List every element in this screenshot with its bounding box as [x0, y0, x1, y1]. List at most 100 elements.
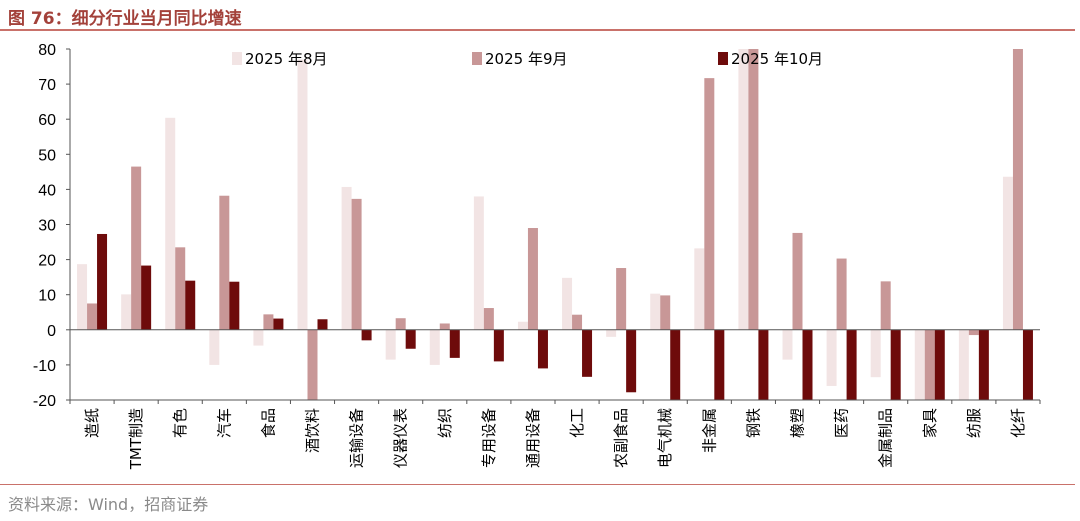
title-rule — [0, 29, 1075, 31]
x-category-label: 通用设备 — [524, 408, 542, 468]
footer-rule — [0, 484, 1075, 485]
bar-3-酒饮料 — [317, 319, 328, 330]
x-category-label: 造纸 — [83, 408, 101, 438]
bar-2-仪器仪表 — [395, 318, 406, 330]
bar-2-钢铁 — [748, 49, 759, 330]
bar-3-食品 — [273, 318, 284, 330]
bar-1-通用设备 — [517, 321, 528, 330]
bar-1-运输设备 — [341, 186, 352, 330]
y-tick-label: 50 — [38, 147, 56, 164]
x-category-label: 纺服 — [965, 408, 983, 438]
bar-1-仪器仪表 — [385, 329, 396, 360]
bar-chart: -20 -10 0 10 20 30 40 50 60 70 80 造纸 TMT制造 有色 汽车 食品 酒饮料… — [33, 42, 1041, 470]
bar-3-造纸 — [97, 233, 108, 330]
bar-2-酒饮料 — [307, 329, 318, 400]
bar-3-有色 — [185, 280, 196, 330]
bar-2-化工 — [572, 314, 583, 330]
source-note: 资料来源：Wind，招商证券 — [8, 495, 209, 514]
bar-1-钢铁 — [738, 49, 749, 330]
x-category-label: 仪器仪表 — [392, 408, 410, 468]
bar-3-化纤 — [1022, 329, 1033, 400]
bar-2-运输设备 — [351, 198, 362, 330]
y-tick-label: 60 — [38, 112, 56, 129]
legend-label: 2025 年9月 — [485, 50, 568, 68]
legend-label: 2025 年10月 — [731, 50, 823, 68]
y-tick-label: 10 — [38, 288, 56, 305]
bar-3-电气机械 — [670, 329, 681, 400]
bar-3-运输设备 — [361, 329, 372, 341]
bar-1-电气机械 — [650, 293, 661, 330]
bar-3-金属制品 — [890, 329, 901, 400]
bar-1-非金属 — [694, 248, 705, 330]
bar-1-农副食品 — [606, 329, 617, 337]
bar-1-家具 — [914, 329, 925, 400]
bar-3-专用设备 — [493, 329, 504, 362]
bar-1-化工 — [562, 277, 573, 330]
x-category-label: 运输设备 — [348, 408, 366, 468]
bar-1-汽车 — [209, 329, 220, 365]
bar-1-医药 — [826, 329, 837, 386]
bar-2-通用设备 — [527, 228, 538, 330]
bar-2-医药 — [836, 258, 847, 330]
bar-3-纺织 — [449, 329, 460, 358]
legend-swatch — [472, 52, 482, 65]
y-tick-label: 0 — [47, 323, 56, 340]
bar-3-通用设备 — [537, 329, 548, 369]
bar-2-专用设备 — [483, 308, 494, 330]
bar-1-食品 — [253, 329, 264, 346]
y-tick-labels: -20 -10 0 10 20 30 40 50 60 70 80 — [33, 42, 56, 410]
x-category-label: 纺织 — [436, 408, 454, 438]
x-category-label: 家具 — [921, 408, 939, 438]
y-tick-label: 80 — [38, 42, 56, 59]
bar-2-纺织 — [439, 323, 450, 330]
y-tick-label: -20 — [33, 393, 56, 410]
bar-2-造纸 — [87, 303, 98, 330]
bar-2-纺服 — [968, 329, 979, 336]
bar-3-橡塑 — [802, 329, 813, 400]
x-category-label: 非金属 — [700, 408, 718, 453]
x-category-label: 金属制品 — [877, 408, 895, 468]
figure-title: 图 76：细分行业当月同比增速 — [8, 9, 242, 29]
bar-3-非金属 — [714, 329, 725, 400]
bar-3-医药 — [846, 329, 857, 400]
bar-2-汽车 — [219, 195, 230, 330]
x-category-label: 专用设备 — [480, 408, 498, 468]
bar-2-电气机械 — [660, 295, 671, 330]
x-category-label: TMT制造 — [127, 408, 145, 470]
bar-2-家具 — [924, 329, 935, 400]
bar-2-化纤 — [1012, 49, 1023, 330]
bar-1-橡塑 — [782, 329, 793, 360]
bar-1-酒饮料 — [297, 59, 308, 330]
bar-2-TMT制造 — [131, 166, 142, 330]
y-tick-label: 40 — [38, 182, 56, 199]
bars-group — [77, 49, 1033, 400]
x-category-label: 有色 — [171, 408, 189, 438]
bar-3-钢铁 — [758, 329, 769, 400]
x-category-label: 电气机械 — [656, 408, 674, 468]
bar-2-有色 — [175, 247, 186, 330]
bar-1-有色 — [165, 117, 176, 330]
bar-3-TMT制造 — [141, 265, 152, 330]
legend-swatch — [718, 52, 728, 65]
bar-1-金属制品 — [870, 329, 881, 378]
x-category-label: 农副食品 — [612, 408, 630, 468]
x-category-label: 化纤 — [1009, 408, 1027, 438]
legend-label: 2025 年8月 — [245, 50, 328, 68]
bar-3-汽车 — [229, 281, 240, 330]
x-category-label: 汽车 — [215, 408, 233, 438]
bar-3-农副食品 — [626, 329, 637, 393]
bar-2-非金属 — [704, 78, 715, 330]
y-tick-label: 30 — [38, 218, 56, 235]
y-tick-label: -10 — [33, 358, 56, 375]
bar-1-TMT制造 — [121, 294, 132, 330]
bar-1-专用设备 — [473, 196, 484, 330]
legend: 2025 年8月 2025 年9月 2025 年10月 — [232, 50, 823, 68]
bar-3-纺服 — [978, 329, 989, 400]
x-category-label: 食品 — [259, 408, 277, 438]
bar-3-化工 — [582, 329, 593, 377]
bar-1-纺织 — [429, 329, 440, 365]
x-category-label: 化工 — [568, 408, 586, 438]
x-category-label: 钢铁 — [744, 408, 762, 438]
bar-1-化纤 — [1002, 176, 1013, 330]
bar-2-农副食品 — [616, 268, 627, 330]
